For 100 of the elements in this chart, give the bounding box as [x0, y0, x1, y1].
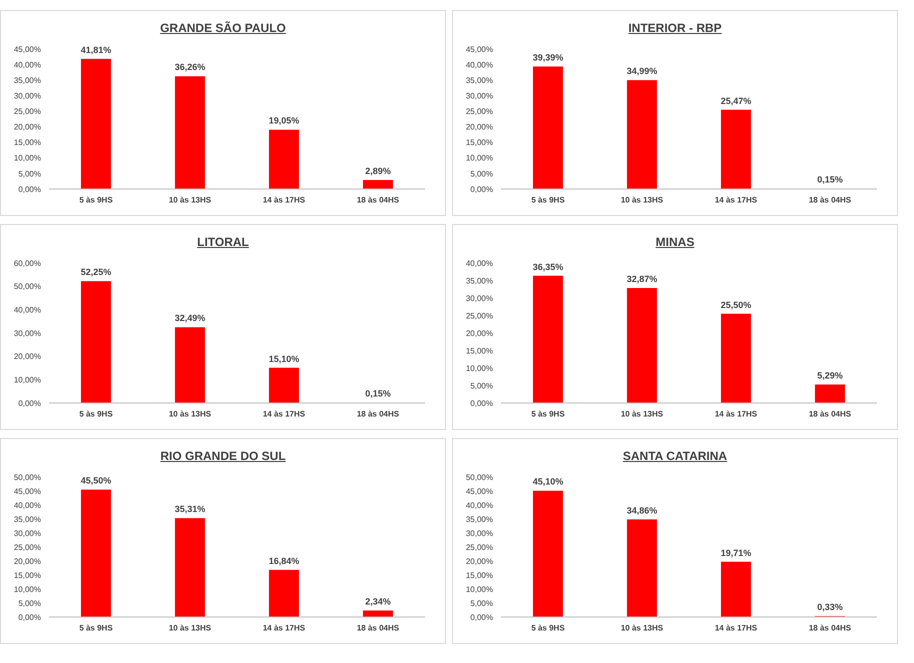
data-label: 19,71%: [720, 548, 752, 558]
y-tick-label: 40,00%: [466, 258, 493, 268]
y-tick-label: 5,00%: [18, 598, 41, 608]
y-tick-label: 0,00%: [18, 612, 41, 622]
x-tick-label: 5 às 9HS: [531, 410, 566, 419]
y-tick-label: 15,00%: [14, 138, 41, 148]
y-tick-label: 20,00%: [14, 556, 41, 566]
x-tick-label: 18 às 04HS: [808, 410, 852, 419]
y-tick-label: 10,00%: [466, 584, 493, 594]
y-tick-label: 45,00%: [14, 486, 41, 496]
y-tick-label: 0,00%: [18, 184, 41, 194]
x-tick-label: 5 às 9HS: [79, 196, 114, 205]
y-tick-label: 10,00%: [466, 154, 493, 163]
y-tick-label: 50,00%: [14, 282, 41, 292]
data-label: 25,50%: [720, 300, 752, 310]
y-tick-label: 35,00%: [466, 514, 493, 524]
y-tick-label: 0,00%: [470, 398, 493, 408]
x-tick-label: 10 às 13HS: [620, 410, 664, 419]
data-label: 25,47%: [720, 96, 752, 106]
y-tick-label: 15,00%: [466, 138, 493, 148]
y-tick-label: 25,00%: [466, 107, 493, 116]
y-tick-label: 35,00%: [466, 76, 493, 85]
x-tick-label: 10 às 13HS: [168, 196, 212, 205]
data-label: 0,15%: [365, 388, 391, 399]
y-tick-label: 40,00%: [466, 500, 493, 510]
y-tick-label: 5,00%: [470, 598, 493, 608]
x-tick-label: 5 às 9HS: [531, 624, 566, 633]
y-tick-label: 0,00%: [470, 612, 493, 622]
y-tick-label: 45,00%: [14, 44, 41, 54]
x-tick-label: 14 às 17HS: [714, 196, 758, 205]
data-label: 32,49%: [174, 313, 206, 324]
data-label: 2,34%: [365, 596, 391, 606]
y-tick-label: 45,00%: [466, 44, 493, 54]
data-label: 45,10%: [532, 476, 564, 487]
y-tick-label: 5,00%: [470, 381, 493, 390]
y-tick-label: 5,00%: [470, 169, 493, 178]
data-label: 39,39%: [532, 52, 564, 62]
x-tick-label: 5 às 9HS: [79, 624, 114, 633]
data-label: 41,81%: [80, 44, 112, 55]
chart-title: SANTA CATARINA: [622, 449, 728, 463]
y-tick-label: 40,00%: [14, 60, 41, 70]
x-tick-label: 5 às 9HS: [531, 196, 566, 205]
y-tick-label: 40,00%: [14, 306, 41, 315]
x-tick-label: 14 às 17HS: [262, 196, 306, 205]
y-tick-label: 25,00%: [14, 107, 41, 116]
y-tick-label: 30,00%: [14, 92, 41, 101]
chart-title: INTERIOR - RBP: [627, 21, 723, 35]
y-tick-label: 15,00%: [466, 570, 493, 580]
y-tick-label: 40,00%: [14, 500, 41, 510]
y-tick-label: 60,00%: [14, 258, 41, 268]
x-tick-label: 18 às 04HS: [808, 196, 852, 205]
data-label: 36,26%: [174, 62, 206, 72]
data-label: 36,35%: [532, 262, 564, 272]
x-tick-label: 14 às 17HS: [714, 624, 758, 633]
y-tick-label: 15,00%: [14, 570, 41, 580]
x-tick-label: 14 às 17HS: [262, 624, 306, 633]
y-tick-label: 25,00%: [14, 542, 41, 552]
y-tick-label: 15,00%: [466, 346, 493, 356]
y-tick-label: 0,00%: [18, 398, 41, 408]
chart-title: RIO GRANDE DO SUL: [159, 449, 287, 463]
x-tick-label: 10 às 13HS: [168, 624, 212, 633]
y-tick-label: 25,00%: [466, 311, 493, 320]
y-tick-label: 30,00%: [466, 528, 493, 538]
x-tick-label: 18 às 04HS: [356, 196, 400, 205]
x-tick-label: 5 às 9HS: [79, 410, 114, 419]
y-tick-label: 35,00%: [466, 276, 493, 286]
y-tick-label: 20,00%: [14, 352, 41, 362]
chart-title: MINAS: [654, 235, 696, 249]
x-tick-label: 18 às 04HS: [356, 624, 400, 633]
data-label: 35,31%: [174, 504, 206, 514]
x-tick-label: 18 às 04HS: [808, 624, 852, 633]
x-tick-label: 14 às 17HS: [714, 410, 758, 419]
y-tick-label: 20,00%: [14, 122, 41, 132]
x-tick-label: 10 às 13HS: [620, 624, 664, 633]
y-tick-label: 30,00%: [466, 92, 493, 101]
data-label: 0,33%: [817, 602, 843, 612]
y-tick-label: 50,00%: [466, 472, 493, 482]
y-tick-label: 5,00%: [18, 169, 41, 178]
y-tick-label: 30,00%: [14, 328, 41, 338]
data-label: 45,50%: [80, 476, 112, 486]
y-tick-label: 20,00%: [466, 556, 493, 566]
y-tick-label: 40,00%: [466, 60, 493, 70]
y-tick-label: 35,00%: [14, 76, 41, 85]
y-tick-label: 20,00%: [466, 122, 493, 132]
data-label: 5,29%: [817, 370, 843, 380]
y-tick-label: 20,00%: [466, 328, 493, 338]
data-label: 19,05%: [268, 116, 300, 126]
chart-title: GRANDE SÃO PAULO: [159, 21, 287, 35]
y-tick-label: 10,00%: [14, 584, 41, 594]
y-tick-label: 45,00%: [466, 486, 493, 496]
chart-title: LITORAL: [196, 235, 250, 249]
y-tick-label: 25,00%: [466, 542, 493, 552]
data-label: 34,99%: [626, 66, 658, 76]
y-tick-label: 35,00%: [14, 514, 41, 524]
y-tick-label: 10,00%: [14, 376, 41, 385]
data-label: 16,84%: [268, 556, 300, 566]
y-tick-label: 10,00%: [466, 364, 493, 373]
y-tick-label: 10,00%: [14, 154, 41, 163]
x-tick-label: 14 às 17HS: [262, 410, 306, 419]
data-label: 32,87%: [626, 274, 658, 284]
